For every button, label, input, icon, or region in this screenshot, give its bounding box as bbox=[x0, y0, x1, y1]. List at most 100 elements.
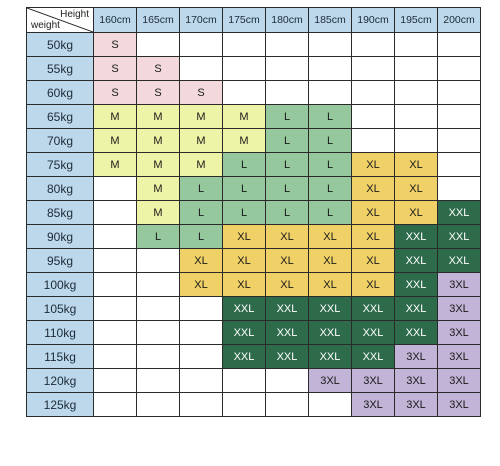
size-cell: M bbox=[222, 128, 266, 153]
size-cell: M bbox=[136, 128, 180, 153]
empty-cell bbox=[179, 368, 223, 393]
size-cell: XXL bbox=[394, 272, 438, 297]
size-cell: L bbox=[308, 176, 352, 201]
weight-row-header: 105kg bbox=[26, 296, 94, 321]
weight-row-header: 80kg bbox=[26, 176, 94, 201]
size-cell: L bbox=[265, 128, 309, 153]
table-row: 55kg S S bbox=[26, 56, 481, 81]
size-cell: XXL bbox=[265, 320, 309, 345]
weight-row-header: 125kg bbox=[26, 392, 94, 417]
size-cell: XL bbox=[351, 224, 395, 249]
empty-cell bbox=[93, 296, 137, 321]
table-row: 85kg M L L L L XL XL XXL bbox=[26, 200, 481, 225]
table-body: 50kg S 55kg S S 60kg S S S 65kg M M M M L L 70kg M M M M L L 75… bbox=[26, 32, 481, 417]
empty-cell bbox=[93, 320, 137, 345]
weight-row-header: 75kg bbox=[26, 152, 94, 177]
size-cell: XL bbox=[222, 248, 266, 273]
empty-cell bbox=[437, 56, 481, 81]
table-row: 75kg M M M L L L XL XL bbox=[26, 152, 481, 177]
size-cell: XL bbox=[394, 152, 438, 177]
weight-axis-label: weight bbox=[31, 20, 60, 31]
size-cell: L bbox=[222, 176, 266, 201]
size-cell: XXL bbox=[394, 296, 438, 321]
empty-cell bbox=[136, 320, 180, 345]
size-cell: S bbox=[136, 80, 180, 105]
empty-cell bbox=[308, 392, 352, 417]
size-cell: L bbox=[179, 224, 223, 249]
size-cell: XL bbox=[394, 176, 438, 201]
corner-cell: Height weight bbox=[26, 7, 94, 33]
size-cell: XL bbox=[308, 272, 352, 297]
size-cell: 3XL bbox=[394, 392, 438, 417]
weight-row-header: 110kg bbox=[26, 320, 94, 345]
size-cell: 3XL bbox=[351, 392, 395, 417]
weight-row-header: 60kg bbox=[26, 80, 94, 105]
table-row: 120kg 3XL 3XL 3XL 3XL bbox=[26, 368, 481, 393]
size-cell: XL bbox=[179, 272, 223, 297]
weight-row-header: 95kg bbox=[26, 248, 94, 273]
weight-row-header: 85kg bbox=[26, 200, 94, 225]
size-chart-table: Height weight 160cm 165cm 170cm 175cm 180cm 1… bbox=[26, 7, 481, 417]
empty-cell bbox=[351, 104, 395, 129]
table-row: 60kg S S S bbox=[26, 80, 481, 105]
empty-cell bbox=[136, 248, 180, 273]
size-cell: M bbox=[179, 128, 223, 153]
size-cell: S bbox=[136, 56, 180, 81]
empty-cell bbox=[93, 368, 137, 393]
empty-cell bbox=[179, 392, 223, 417]
size-cell: XL bbox=[351, 152, 395, 177]
empty-cell bbox=[93, 248, 137, 273]
size-cell: XXL bbox=[222, 296, 266, 321]
size-cell: L bbox=[265, 176, 309, 201]
size-cell: XXL bbox=[394, 320, 438, 345]
weight-row-header: 50kg bbox=[26, 32, 94, 57]
size-cell: XL bbox=[265, 248, 309, 273]
empty-cell bbox=[136, 296, 180, 321]
size-cell: XL bbox=[351, 248, 395, 273]
empty-cell bbox=[179, 56, 223, 81]
size-cell: XL bbox=[351, 200, 395, 225]
size-cell: L bbox=[179, 200, 223, 225]
empty-cell bbox=[351, 56, 395, 81]
size-cell: 3XL bbox=[394, 368, 438, 393]
size-cell: 3XL bbox=[437, 392, 481, 417]
table-row: 90kg L L XL XL XL XL XXL XXL bbox=[26, 224, 481, 249]
empty-cell bbox=[93, 224, 137, 249]
size-cell: M bbox=[179, 104, 223, 129]
size-cell: XXL bbox=[394, 224, 438, 249]
empty-cell bbox=[136, 344, 180, 369]
table-row: 70kg M M M M L L bbox=[26, 128, 481, 153]
height-column-header: 195cm bbox=[394, 7, 438, 33]
size-cell: M bbox=[222, 104, 266, 129]
size-cell: XXL bbox=[265, 344, 309, 369]
height-column-header: 180cm bbox=[265, 7, 309, 33]
empty-cell bbox=[265, 56, 309, 81]
empty-cell bbox=[222, 32, 266, 57]
size-cell: M bbox=[93, 152, 137, 177]
empty-cell bbox=[136, 32, 180, 57]
size-cell: XL bbox=[308, 248, 352, 273]
size-cell: S bbox=[93, 56, 137, 81]
size-cell: 3XL bbox=[308, 368, 352, 393]
size-cell: L bbox=[222, 152, 266, 177]
size-cell: XL bbox=[351, 272, 395, 297]
size-cell: L bbox=[308, 152, 352, 177]
empty-cell bbox=[136, 272, 180, 297]
weight-row-header: 55kg bbox=[26, 56, 94, 81]
empty-cell bbox=[136, 368, 180, 393]
size-cell: S bbox=[179, 80, 223, 105]
size-cell: 3XL bbox=[437, 344, 481, 369]
size-cell: XXL bbox=[351, 344, 395, 369]
height-column-header: 175cm bbox=[222, 7, 266, 33]
empty-cell bbox=[308, 80, 352, 105]
table-row: 95kg XL XL XL XL XL XXL XXL bbox=[26, 248, 481, 273]
empty-cell bbox=[222, 56, 266, 81]
height-column-header: 200cm bbox=[437, 7, 481, 33]
empty-cell bbox=[222, 392, 266, 417]
empty-cell bbox=[437, 128, 481, 153]
size-cell: L bbox=[222, 200, 266, 225]
empty-cell bbox=[265, 32, 309, 57]
size-cell: M bbox=[136, 200, 180, 225]
size-cell: XXL bbox=[308, 296, 352, 321]
size-cell: L bbox=[265, 152, 309, 177]
